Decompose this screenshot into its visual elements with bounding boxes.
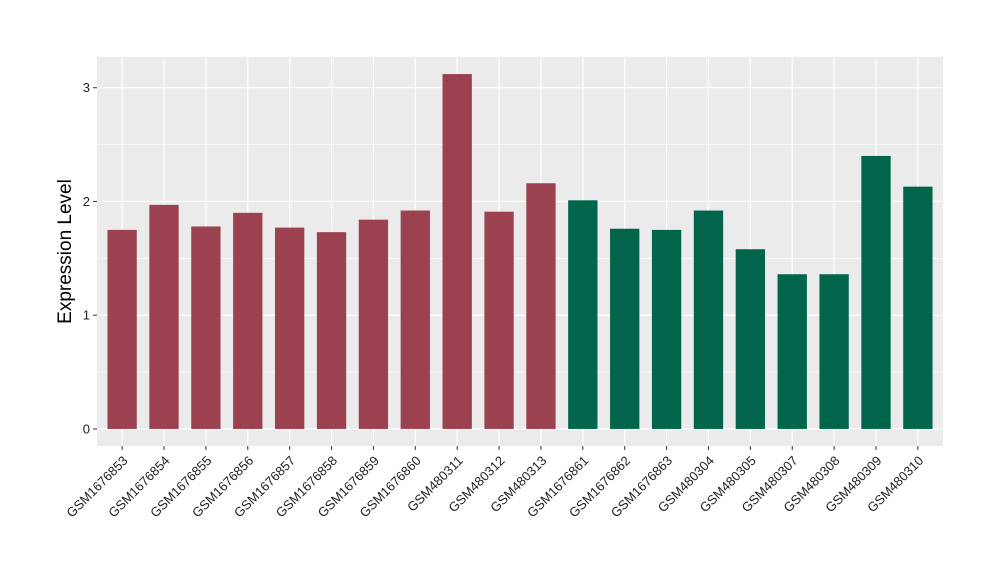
y-tick-label: 1 [83,308,90,323]
bar-GSM480313 [526,183,556,429]
bar-GSM480311 [442,74,472,429]
y-tick-label: 2 [83,194,90,209]
bar-GSM1676863 [651,229,682,429]
bar-GSM1676861 [568,200,598,429]
bar-GSM1676862 [610,228,640,429]
bar-GSM1676853 [107,229,137,429]
y-tick-label: 3 [83,80,90,95]
bar-GSM1676857 [274,227,305,429]
bar-GSM480304 [693,210,724,429]
bar-GSM480309 [861,155,891,429]
plot-panel [97,57,943,446]
bar-GSM1676854 [149,204,179,429]
bar-GSM480307 [777,274,807,429]
bar-GSM480308 [819,274,849,429]
bar-GSM1676858 [316,232,347,429]
bars [107,74,933,429]
bar-GSM1676855 [191,226,221,429]
x-axis: GSM1676853GSM1676854GSM1676855GSM1676856… [63,446,926,520]
y-axis: 0 1 2 3 [83,80,97,436]
y-tick-label: 0 [83,421,90,436]
bar-GSM480310 [903,186,933,429]
bar-GSM480312 [484,211,514,429]
bar-GSM1676860 [400,210,430,429]
bar-GSM1676859 [358,219,389,429]
y-axis-title: Expression Level [55,179,76,324]
bar-GSM1676856 [233,212,263,429]
bar-GSM480305 [735,249,766,429]
